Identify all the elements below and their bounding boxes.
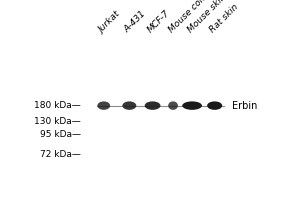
Text: Erbin: Erbin xyxy=(232,101,257,111)
Ellipse shape xyxy=(182,101,202,110)
Text: A-431: A-431 xyxy=(123,10,148,35)
Ellipse shape xyxy=(98,101,110,110)
Ellipse shape xyxy=(145,101,160,110)
Ellipse shape xyxy=(207,101,222,110)
Text: Mouse skin: Mouse skin xyxy=(186,0,228,35)
Text: 130 kDa—: 130 kDa— xyxy=(34,117,80,126)
Text: MCF-7: MCF-7 xyxy=(146,9,172,35)
Ellipse shape xyxy=(168,101,178,110)
Text: 95 kDa—: 95 kDa— xyxy=(40,130,80,139)
Text: 180 kDa—: 180 kDa— xyxy=(34,101,80,110)
Text: 72 kDa—: 72 kDa— xyxy=(40,150,80,159)
Text: Jurkat: Jurkat xyxy=(98,10,122,35)
Text: Rat skin: Rat skin xyxy=(208,3,240,35)
Ellipse shape xyxy=(122,101,136,110)
Text: Mouse colon: Mouse colon xyxy=(167,0,213,35)
